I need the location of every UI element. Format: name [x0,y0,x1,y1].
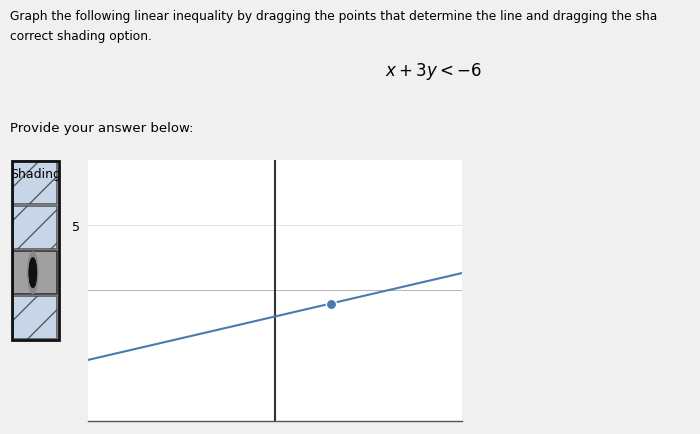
Text: $x + 3y < -6$: $x + 3y < -6$ [385,61,482,82]
Circle shape [28,252,38,294]
Circle shape [29,258,36,288]
Text: Graph the following linear inequality by dragging the points that determine the : Graph the following linear inequality by… [10,10,657,23]
Bar [13,252,57,294]
Text: correct shading option.: correct shading option. [10,30,152,43]
Bar [13,162,57,204]
Bar [13,207,57,249]
Text: Provide your answer below:: Provide your answer below: [10,122,193,135]
Circle shape [29,258,36,288]
Bar [13,297,57,339]
Bar [12,162,59,340]
Text: Shading: Shading [10,168,61,181]
Point [326,300,337,307]
